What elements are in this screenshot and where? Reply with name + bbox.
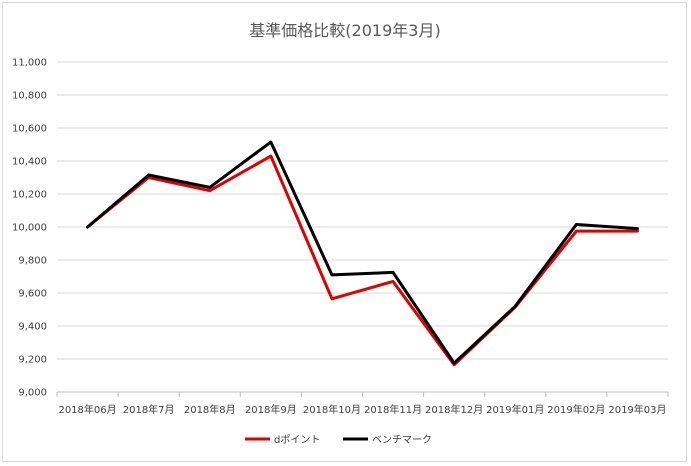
x-tick-label: 2018年06月 <box>58 403 116 416</box>
chart-frame <box>2 2 687 462</box>
legend-label-2: ベンチマーク <box>372 434 432 446</box>
x-tick-label: 2018年9月 <box>245 403 297 416</box>
x-tick-label: 2018年11月 <box>364 403 422 416</box>
y-tick-label: 11,000 <box>12 58 47 69</box>
y-tick-label: 9,200 <box>18 355 47 366</box>
legend: dポイント ベンチマーク <box>245 434 432 446</box>
chart-title: 基準価格比較(2019年3月) <box>249 21 440 40</box>
legend-label-1: dポイント <box>274 434 320 446</box>
y-tick-label: 10,200 <box>12 190 47 201</box>
gridlines <box>57 61 668 393</box>
y-tick-label: 9,000 <box>18 388 47 399</box>
x-axis: 2018年06月 2018年7月 2018年8月 2018年9月 2018年10月 201… <box>56 392 669 416</box>
y-tick-label: 9,400 <box>18 322 47 333</box>
series-line-1 <box>86 154 639 367</box>
x-tick-label: 2018年10月 <box>303 403 361 416</box>
y-tick-label: 10,000 <box>12 223 47 234</box>
y-tick-label: 10,600 <box>12 124 47 135</box>
x-tick-label: 2019年02月 <box>547 403 605 416</box>
x-tick-label: 2019年03月 <box>608 403 666 416</box>
x-tick-label: 2018年7月 <box>123 403 175 416</box>
y-tick-label: 9,600 <box>18 289 47 300</box>
y-tick-label: 10,800 <box>12 91 47 102</box>
x-tick-label: 2018年12月 <box>425 403 483 416</box>
y-tick-label: 9,800 <box>18 256 47 267</box>
series-line-2 <box>86 140 639 365</box>
x-tick-label: 2018年8月 <box>184 403 236 416</box>
y-axis: 9,000 9,200 9,400 9,600 9,800 10,000 10,200 10,… <box>12 58 47 399</box>
x-tick-label: 2019年01月 <box>486 403 544 416</box>
series-lines <box>86 140 639 367</box>
y-tick-label: 10,400 <box>12 157 47 168</box>
